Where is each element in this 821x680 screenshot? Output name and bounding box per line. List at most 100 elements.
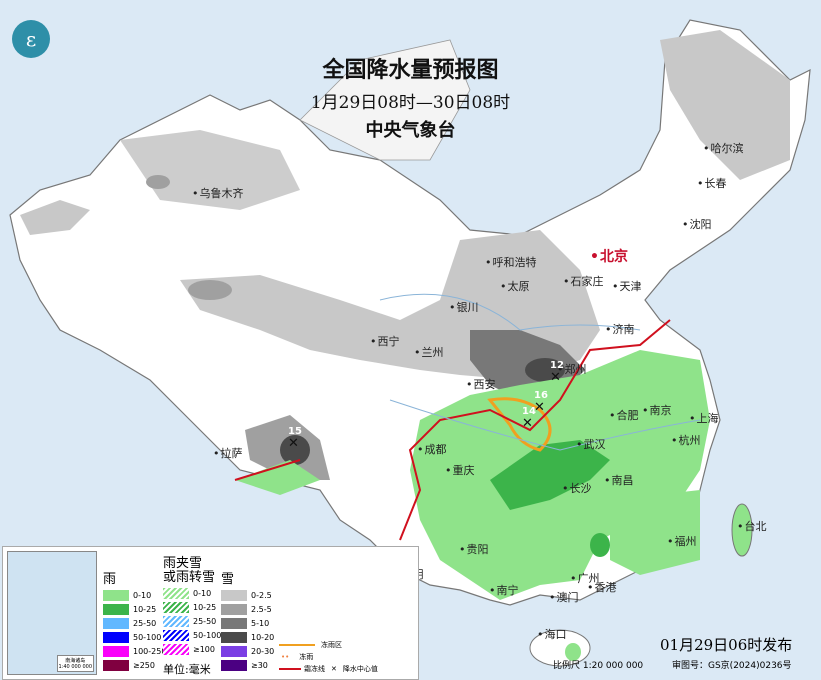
city-label: 天津: [612, 278, 642, 294]
legend-item: 10-25: [163, 601, 221, 613]
legend-swatch: [163, 643, 189, 655]
city-label: 成都: [417, 441, 447, 457]
legend-label: 50-100: [133, 632, 162, 642]
city-label: 郑州: [557, 361, 587, 377]
legend-item: 25-50: [103, 617, 166, 629]
south-china-sea-inset: 南海诸岛 1:40 000 000: [7, 551, 97, 675]
city-label: 杭州: [671, 432, 701, 448]
legend-label: ≥30: [251, 660, 268, 670]
precip-center-marker: ✕: [522, 416, 533, 431]
legend-rain-title: 雨: [103, 572, 117, 587]
precip-center-marker: ✕: [534, 400, 545, 415]
issuer: 中央气象台: [365, 120, 456, 141]
city-label: 西宁: [370, 333, 400, 349]
legend-label: 50-100: [193, 630, 222, 640]
legend-swatch: [163, 615, 189, 627]
legend-label: 20-30: [251, 646, 275, 656]
legend-item: ≥250: [103, 659, 166, 671]
legend-freezing-rain: 冻雨: [299, 653, 314, 661]
legend-unit: 单位:毫米: [163, 663, 211, 676]
legend-swatch: [103, 589, 129, 601]
city-label: 贵阳: [459, 541, 489, 557]
legend-snow: 雪 0-2.5 2.5-5 5-10 10-20 20-30 ≥30: [221, 573, 274, 671]
snow-area: [20, 200, 90, 235]
legend-item: 5-10: [221, 617, 274, 629]
legend-label: 2.5-5: [251, 604, 272, 614]
city-label: 沈阳: [682, 216, 712, 232]
city-label: 拉萨: [213, 445, 243, 461]
map-approval-number: 审图号：GS京(2024)0236号: [672, 661, 792, 671]
city-label: 银川: [449, 299, 479, 315]
precip-center-value: 12: [550, 360, 564, 371]
city-label: 兰州: [414, 344, 444, 360]
city-label: 哈尔滨: [703, 140, 744, 156]
city-label: 长沙: [562, 480, 592, 496]
legend-swatch: [163, 587, 189, 599]
legend-swatch: [221, 659, 247, 671]
legend-item: 20-30: [221, 645, 274, 657]
legend-item: ≥30: [221, 659, 274, 671]
precip-center-marker: ✕: [550, 370, 561, 385]
precip-center-value: 15: [288, 426, 302, 437]
legend-label: 0-10: [133, 590, 152, 600]
legend-item: ≥100: [163, 643, 221, 655]
inset-title: 南海诸岛: [65, 658, 86, 664]
legend-item: 0-2.5: [221, 589, 274, 601]
rain-area: [490, 440, 610, 510]
snow-area: [660, 30, 790, 180]
precip-center-marker: ✕: [288, 436, 299, 451]
legend-swatch: [103, 631, 129, 643]
city-label: 台北: [737, 518, 767, 534]
city-label: 澳门: [549, 589, 579, 605]
map-title: 全国降水量预报图: [322, 57, 499, 83]
legend-label: 10-25: [133, 604, 157, 614]
legend-label: 5-10: [251, 618, 270, 628]
legend-item: 50-100: [103, 631, 166, 643]
legend-sleet: 雨夹雪 或雨转雪 0-10 10-25 25-50 50-100 ≥100 单位:毫米: [163, 557, 221, 677]
legend-swatch: [221, 589, 247, 601]
legend-freezing-rain-area: 冻雨区: [321, 641, 342, 649]
city-label: 西安: [466, 376, 496, 392]
forecast-period: 1月29日08时—30日08时: [310, 93, 511, 113]
legend-label: 25-50: [193, 616, 217, 626]
city-label: 太原: [500, 278, 530, 294]
cma-logo-icon: ε: [12, 20, 50, 58]
city-label: 北京: [590, 246, 628, 266]
legend-frost-line: 霜冻线: [304, 665, 325, 673]
legend-swatch: [221, 631, 247, 643]
legend-label: ≥250: [133, 660, 155, 670]
city-label: 南昌: [604, 472, 634, 488]
legend-item: 100-250: [103, 645, 166, 657]
legend-item: 10-20: [221, 631, 274, 643]
legend-swatch: [103, 645, 129, 657]
legend-swatch: [103, 603, 129, 615]
legend-label: 0-10: [193, 588, 212, 598]
city-label: 香港: [587, 579, 617, 595]
city-label: 南宁: [489, 582, 519, 598]
legend-symbols: 冻雨区 •• 冻雨 霜冻线 ✕ 降水中心值: [279, 641, 378, 673]
legend-snow-title: 雪: [221, 572, 235, 587]
legend-label: 0-2.5: [251, 590, 272, 600]
legend-sleet-title2: 或雨转雪: [163, 570, 216, 585]
legend-swatch: [163, 629, 189, 641]
legend-swatch: [163, 601, 189, 613]
city-label: 长春: [697, 175, 727, 191]
legend: 南海诸岛 1:40 000 000 雨 0-10 10-25 25-50 50-100 1…: [2, 546, 419, 680]
city-label: 济南: [605, 321, 635, 337]
inset-scale: 1:40 000 000: [58, 664, 93, 670]
city-label: 武汉: [576, 436, 606, 452]
legend-swatch: [221, 603, 247, 615]
issue-time: 01月29日06时发布: [660, 636, 793, 654]
city-label: 合肥: [609, 407, 639, 423]
legend-label: 10-25: [193, 602, 217, 612]
legend-item: 0-10: [103, 589, 166, 601]
precip-center-value: 16: [534, 390, 548, 401]
precip-center-value: 14: [522, 406, 536, 417]
legend-rain: 雨 0-10 10-25 25-50 50-100 100-250 ≥250: [103, 573, 166, 671]
legend-item: 10-25: [103, 603, 166, 615]
city-label: 重庆: [445, 462, 475, 478]
rain-snow-line: [234, 319, 671, 541]
legend-swatch: [103, 659, 129, 671]
legend-item: 2.5-5: [221, 603, 274, 615]
legend-label: 100-250: [133, 646, 167, 656]
